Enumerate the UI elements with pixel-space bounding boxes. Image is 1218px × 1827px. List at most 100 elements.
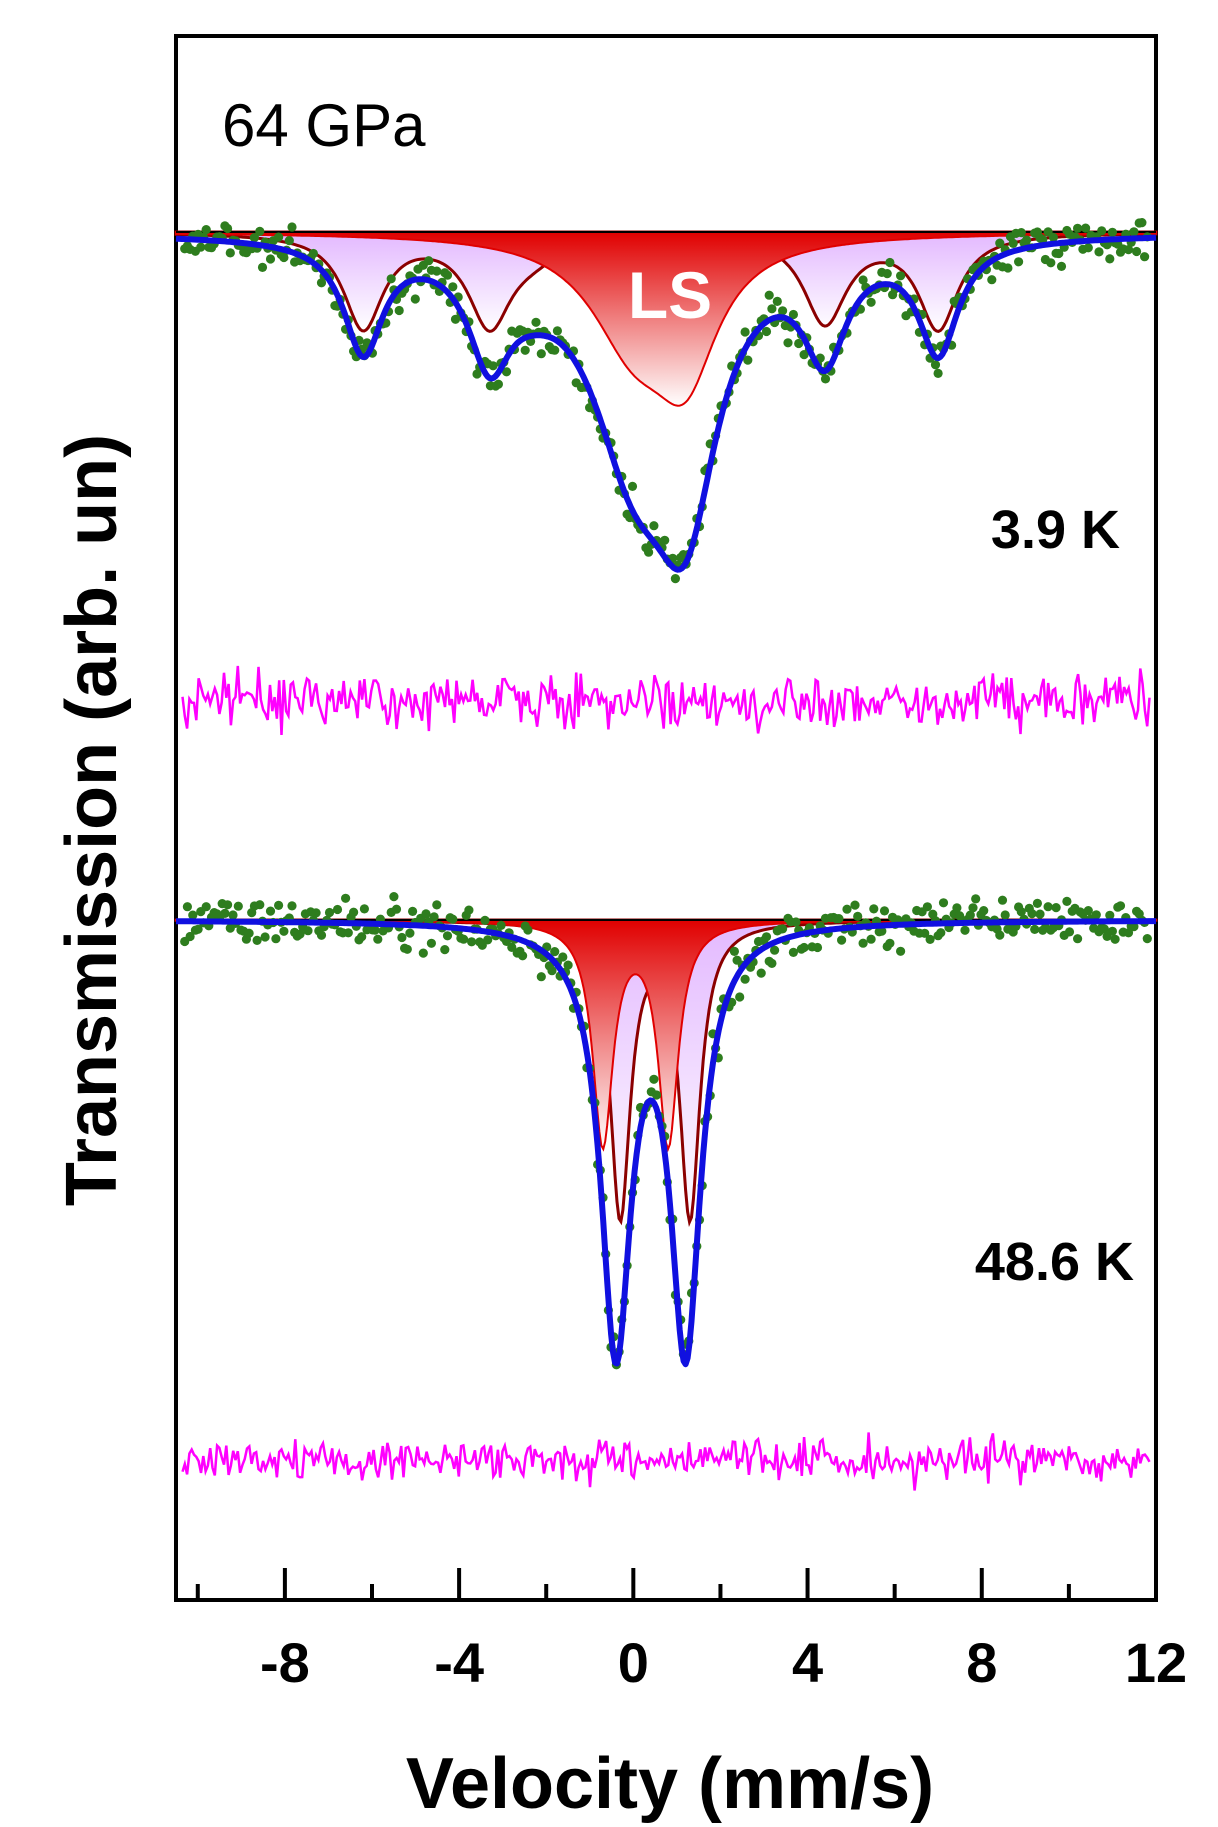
data-point: [1091, 910, 1101, 920]
data-point: [1003, 263, 1013, 273]
data-point: [767, 958, 777, 969]
data-point: [536, 972, 546, 982]
data-point: [1008, 238, 1018, 248]
data-point: [885, 938, 895, 948]
data-point: [1132, 246, 1142, 257]
data-point: [255, 226, 265, 236]
data-point: [432, 900, 442, 910]
data-point: [1140, 252, 1150, 262]
data-point: [426, 938, 436, 948]
data-point: [370, 925, 380, 935]
data-point: [274, 232, 284, 242]
pressure-label: 64 GPa: [222, 92, 426, 159]
data-point: [343, 928, 353, 938]
data-point: [896, 271, 906, 281]
data-point: [308, 248, 318, 259]
data-point: [1030, 924, 1040, 935]
data-point: [424, 256, 434, 266]
data-point: [783, 338, 793, 348]
data-point: [866, 934, 876, 944]
data-point: [869, 904, 879, 914]
data-point: [193, 924, 203, 934]
data-point: [652, 1090, 662, 1100]
data-point: [627, 481, 638, 491]
x-tick-label: 12: [1125, 1631, 1187, 1694]
data-point: [960, 925, 970, 935]
data-point: [389, 892, 399, 902]
y-axis-label: Transmission (arb. un): [52, 434, 132, 1206]
data-point: [1083, 906, 1093, 916]
data-point: [188, 910, 198, 920]
x-axis-ticks: -8 -4 0 4 8 12: [195, 1568, 1187, 1694]
data-point: [279, 252, 289, 263]
data-point: [930, 360, 941, 370]
data-point: [1073, 223, 1083, 233]
data-point: [740, 974, 750, 984]
data-point: [1097, 226, 1107, 236]
data-point: [1142, 934, 1152, 944]
data-point: [550, 947, 560, 957]
data-point: [971, 894, 981, 904]
data-point: [228, 910, 238, 920]
data-point: [995, 238, 1005, 248]
data-point: [496, 920, 506, 931]
data-point: [182, 902, 192, 912]
data-point: [1099, 924, 1109, 934]
data-point: [987, 275, 997, 285]
data-point: [391, 904, 402, 914]
spectrum-48.6K: [174, 892, 1158, 1491]
data-point: [448, 914, 458, 924]
data-point: [316, 930, 327, 940]
data-point: [735, 992, 745, 1002]
data-point: [1056, 261, 1067, 271]
data-point: [644, 547, 654, 557]
data-point: [670, 574, 681, 584]
data-point: [397, 932, 407, 943]
temperature-label-1: 3.9 K: [991, 500, 1120, 560]
residual-line: [181, 665, 1151, 735]
data-point: [341, 893, 351, 903]
data-point: [450, 314, 461, 324]
data-point: [761, 326, 772, 337]
data-point: [837, 935, 847, 945]
data-point: [201, 225, 211, 235]
data-point: [311, 908, 321, 918]
data-point: [271, 934, 281, 944]
data-point: [853, 911, 863, 922]
data-point: [834, 914, 844, 924]
data-point: [788, 947, 799, 958]
data-point: [1073, 934, 1083, 944]
data-point: [1016, 228, 1026, 238]
data-point: [249, 233, 259, 243]
data-point: [432, 266, 442, 276]
data-point: [995, 930, 1005, 940]
data-point: [1081, 223, 1091, 233]
data-point: [429, 912, 439, 922]
data-point: [410, 294, 420, 304]
data-point: [421, 909, 431, 919]
data-point: [518, 951, 528, 961]
data-point: [788, 309, 799, 320]
data-point: [922, 902, 933, 912]
data-point: [442, 931, 453, 941]
x-tick-label: 8: [966, 1631, 997, 1694]
data-point: [764, 290, 774, 300]
data-point: [1014, 257, 1024, 267]
data-point: [761, 932, 772, 942]
ls-component-area: [175, 919, 1157, 1153]
data-point: [1083, 243, 1093, 253]
data-point: [550, 345, 560, 355]
data-point: [373, 934, 383, 944]
data-point: [260, 932, 270, 942]
data-point: [879, 906, 890, 916]
data-point: [743, 355, 753, 365]
data-point: [501, 367, 512, 377]
data-point: [483, 935, 493, 945]
data-point: [1094, 247, 1104, 257]
data-point: [1110, 934, 1120, 944]
data-point: [1064, 927, 1075, 937]
data-point: [520, 345, 530, 355]
data-point: [223, 900, 233, 910]
data-point: [480, 915, 490, 926]
